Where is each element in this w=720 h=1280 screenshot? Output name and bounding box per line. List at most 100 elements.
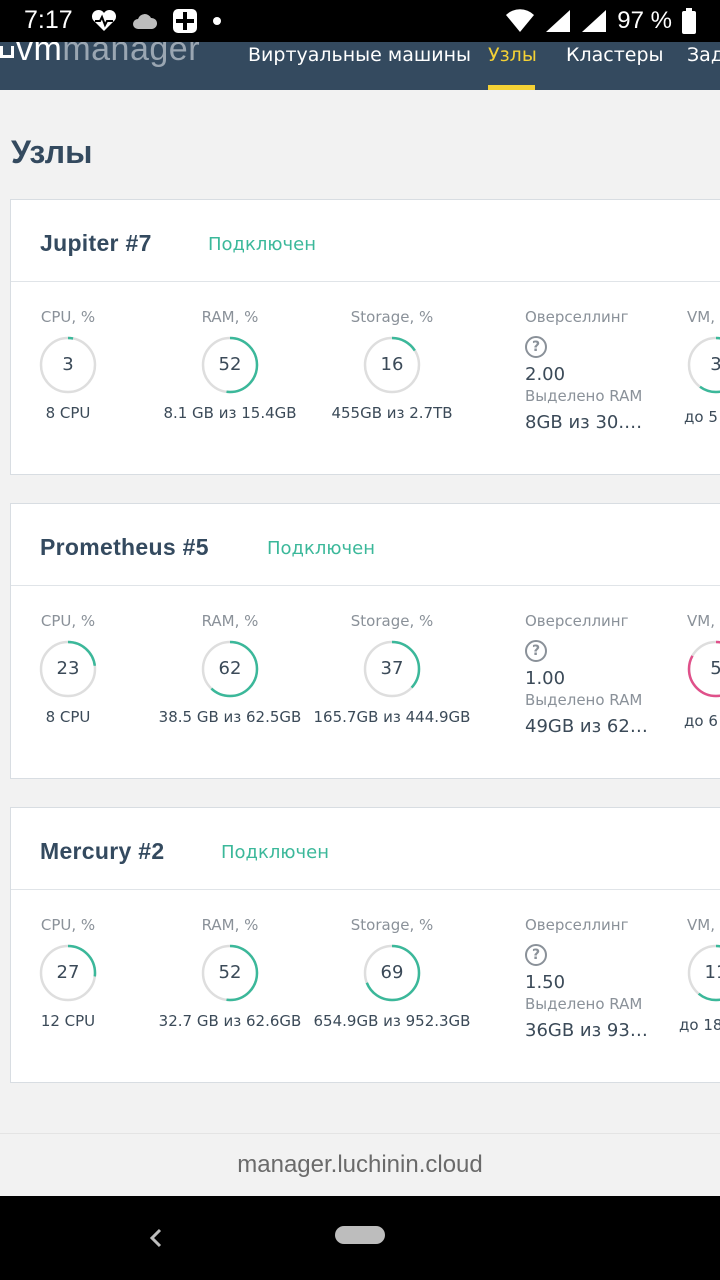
nav-item-vms[interactable]: Виртуальные машины [248,44,472,66]
node-name[interactable]: Jupiter #7 [40,230,152,256]
ram-gauge-ring [201,336,259,394]
allocated-ram-value: 36GB из 93.9GB [525,1020,653,1041]
vm-gauge: 5 [687,640,720,698]
cpu-gauge-ring [39,640,97,698]
cpu-value: 3 [62,354,74,375]
back-icon[interactable] [140,1220,172,1256]
signal-icon [546,10,571,32]
vm-label: VM, [687,916,715,934]
ram-metric: RAM, % 52 8.1 GB из 15.4GB [145,308,315,422]
storage-metric: Storage, % 16 455GB из 2.7TB [307,308,477,422]
logo-manager: manager [62,42,201,68]
help-icon[interactable]: ? [525,640,547,662]
storage-detail: 654.9GB из 952.3GB [313,1012,471,1030]
storage-gauge: 69 [363,944,421,1002]
vm-gauge-ring [687,336,720,394]
cpu-label: CPU, % [40,612,96,630]
cloud-icon [133,14,158,29]
help-icon[interactable]: ? [525,944,547,966]
node-card[interactable]: Prometheus #5 Подключен CPU, % 23 8 CPU RAM, … [10,503,720,779]
allocated-ram-value: 8GB из 30.9GB [525,412,653,433]
system-icons: 97 % [505,6,696,36]
home-button[interactable] [335,1226,385,1244]
logo[interactable]: vmmanager [0,42,200,69]
ram-metric: RAM, % 52 32.7 GB из 62.6GB [145,916,315,1030]
ram-gauge-ring [201,944,259,1002]
cpu-label: CPU, % [40,916,96,934]
vm-label: VM, [687,308,715,326]
storage-gauge-ring [363,640,421,698]
cpu-detail: 12 CPU [40,1012,96,1030]
nav-item-clusters[interactable]: Кластеры [566,44,664,66]
ram-value: 52 [218,354,242,375]
node-card[interactable]: Jupiter #7 Подключен CPU, % 3 8 CPU RAM, % 52 8… [10,199,720,475]
help-icon[interactable]: ? [525,336,547,358]
ram-label: RAM, % [201,916,259,934]
vm-gauge-ring [687,944,720,1002]
node-status: Подключен [267,538,375,559]
storage-label: Storage, % [350,916,434,934]
storage-metric: Storage, % 37 165.7GB из 444.9GB [307,612,477,726]
storage-label: Storage, % [350,612,434,630]
vm-value: 11 [704,962,720,983]
node-card-header: Jupiter #7 Подключен [11,200,720,282]
nav-item-tasks[interactable]: Зад [687,44,720,66]
dot-icon [213,17,221,25]
storage-detail: 455GB из 2.7TB [331,404,453,422]
ram-detail: 32.7 GB из 62.6GB [158,1012,302,1030]
storage-value: 16 [380,354,404,375]
node-card-header: Prometheus #5 Подключен [11,504,720,586]
node-name[interactable]: Prometheus #5 [40,534,209,560]
url-bar[interactable]: manager.luchinin.cloud [0,1133,720,1196]
ram-gauge-ring [201,640,259,698]
storage-gauge-ring [363,336,421,394]
storage-metric: Storage, % 69 654.9GB из 952.3GB [307,916,477,1030]
ram-gauge: 62 [201,640,259,698]
node-card[interactable]: Mercury #2 Подключен CPU, % 27 12 CPU RAM, % 5… [10,807,720,1083]
ram-detail: 8.1 GB из 15.4GB [163,404,297,422]
cpu-gauge-ring [39,944,97,1002]
storage-value: 37 [380,658,404,679]
notification-icons [90,6,222,36]
cpu-value: 23 [56,658,80,679]
url-text: manager.luchinin.cloud [237,1151,483,1178]
signal-icon-2 [582,10,607,32]
ram-metric: RAM, % 62 38.5 GB из 62.5GB [145,612,315,726]
node-status: Подключен [208,234,316,255]
storage-gauge: 37 [363,640,421,698]
allocated-ram-value: 49GB из 62.5GB [525,716,653,737]
storage-gauge-ring [363,944,421,1002]
allocated-ram-label: Выделено RAM [525,387,643,405]
storage-gauge: 16 [363,336,421,394]
battery-percent: 97 % [617,7,672,34]
overselling-value: 1.50 [525,972,566,993]
status-time: 7:17 [24,6,73,34]
health-icon [91,9,117,31]
battery-icon [682,8,696,34]
ram-gauge: 52 [201,944,259,1002]
overselling-label: Оверселлинг [525,916,629,934]
node-name[interactable]: Mercury #2 [40,838,165,864]
cpu-metric: CPU, % 3 8 CPU [0,308,153,422]
vm-gauge-ring [687,640,720,698]
vm-detail: до 18 [679,1016,720,1034]
vm-gauge: 11 [687,944,720,1002]
status-bar: 7:17 97 % [0,0,720,42]
top-nav: vmmanager Виртуальные машины Узлы Класте… [0,42,720,90]
ram-gauge: 52 [201,336,259,394]
cpu-gauge-ring [39,336,97,394]
overselling-label: Оверселлинг [525,612,629,630]
storage-value: 69 [380,962,404,983]
node-card-header: Mercury #2 Подключен [11,808,720,890]
ram-detail: 38.5 GB из 62.5GB [158,708,302,726]
vm-value: 3 [710,354,720,375]
vm-value: 5 [710,658,720,679]
cpu-label: CPU, % [40,308,96,326]
cpu-metric: CPU, % 27 12 CPU [0,916,153,1030]
overselling-value: 1.00 [525,668,566,689]
app-icon [173,9,197,33]
nav-item-nodes[interactable]: Узлы [488,44,537,66]
cpu-metric: CPU, % 23 8 CPU [0,612,153,726]
node-status: Подключен [221,842,329,863]
allocated-ram-label: Выделено RAM [525,995,643,1013]
